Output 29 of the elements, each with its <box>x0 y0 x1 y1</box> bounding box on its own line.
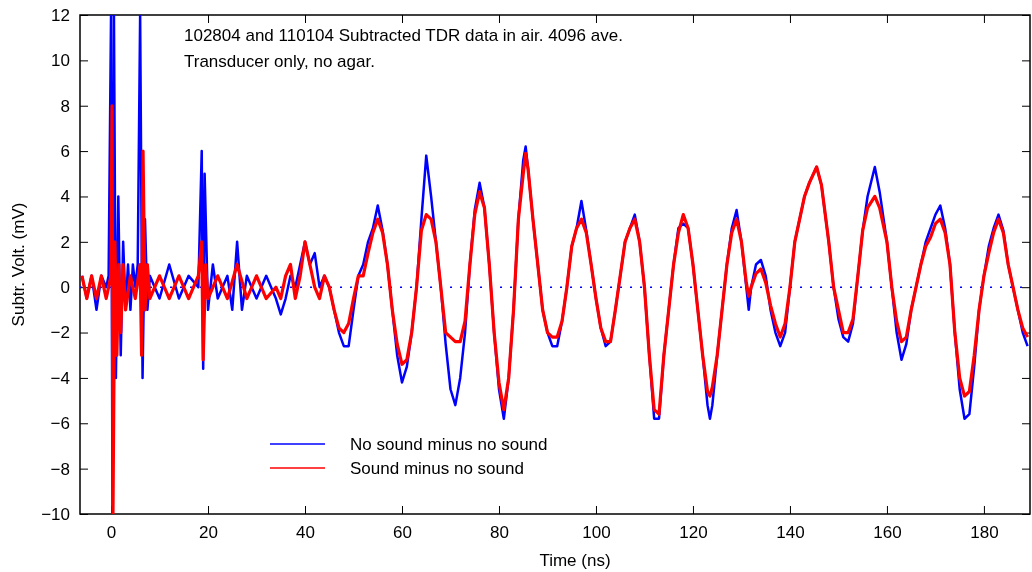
y-tick-label: 12 <box>51 5 70 25</box>
y-tick-label: 6 <box>60 142 70 162</box>
x-tick-label: 40 <box>296 523 315 543</box>
x-tick-label: 20 <box>199 523 218 543</box>
legend-label: Sound minus no sound <box>350 459 524 478</box>
x-tick-label: 180 <box>970 523 999 543</box>
x-tick-label: 100 <box>582 523 611 543</box>
annotation: 102804 and 110104 Subtracted TDR data in air. 4096 ave. <box>184 26 623 45</box>
y-tick-label: 8 <box>60 96 70 116</box>
x-tick-label: 120 <box>679 523 708 543</box>
y-tick-label: 10 <box>51 51 70 71</box>
annotation: Transducer only, no agar. <box>184 52 375 71</box>
y-tick-label: −6 <box>50 414 70 434</box>
y-tick-label: −4 <box>50 368 70 388</box>
y-tick-label: −2 <box>50 323 70 343</box>
x-tick-label: 80 <box>490 523 509 543</box>
line-series <box>80 104 1030 514</box>
y-tick-label: −10 <box>41 504 70 524</box>
x-tick-label: 160 <box>873 523 902 543</box>
y-tick-label: 2 <box>60 232 70 252</box>
legend-label: No sound minus no sound <box>350 435 548 454</box>
x-tick-label: 60 <box>393 523 412 543</box>
y-tick-label: 4 <box>60 187 70 207</box>
x-tick-label: 140 <box>776 523 805 543</box>
x-tick-label: 0 <box>106 523 117 543</box>
y-axis-title: Subtr. Volt. (mV) <box>9 202 28 327</box>
x-axis-title: Time (ns) <box>539 551 611 570</box>
y-tick-label: 0 <box>60 278 70 298</box>
y-tick-label: −8 <box>50 459 70 479</box>
